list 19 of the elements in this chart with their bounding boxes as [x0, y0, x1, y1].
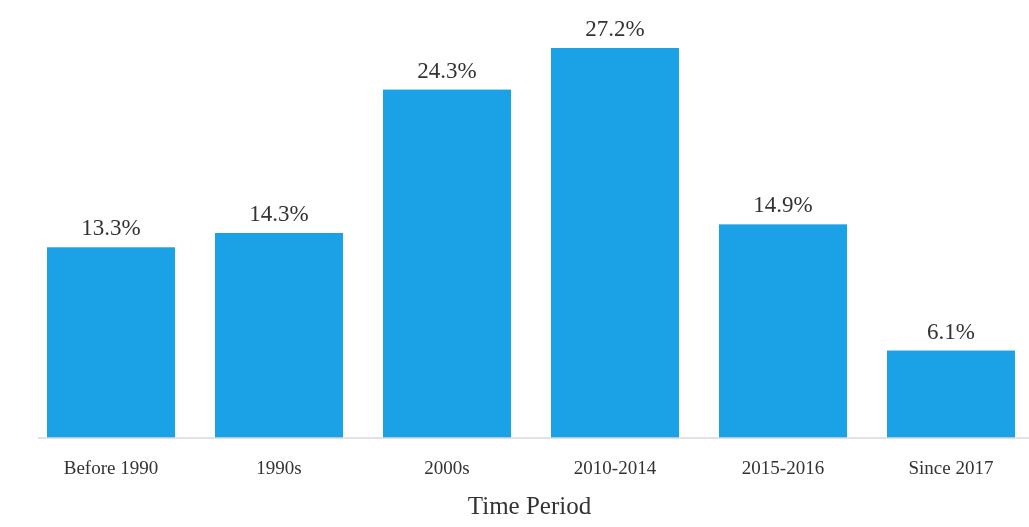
x-axis-title: Time Period — [467, 492, 592, 519]
bar — [718, 224, 848, 438]
x-tick-label: 2015-2016 — [741, 457, 825, 478]
data-label: 13.3% — [81, 215, 141, 241]
x-tick-label: 1990s — [256, 457, 302, 478]
bar — [550, 48, 680, 438]
data-label: 14.9% — [753, 192, 813, 218]
x-tick-label: 2010-2014 — [573, 457, 657, 478]
data-label: 27.2% — [585, 16, 645, 41]
bar — [382, 89, 512, 438]
data-label: 24.3% — [417, 57, 477, 83]
data-label: 6.1% — [927, 318, 975, 344]
bar — [46, 247, 176, 438]
x-tick-label: Before 1990 — [63, 457, 159, 478]
x-tick-label: 2000s — [424, 457, 470, 478]
x-tick-label: Since 2017 — [908, 457, 994, 478]
bar — [886, 350, 1016, 438]
data-label: 14.3% — [249, 200, 309, 226]
bar — [214, 232, 344, 438]
